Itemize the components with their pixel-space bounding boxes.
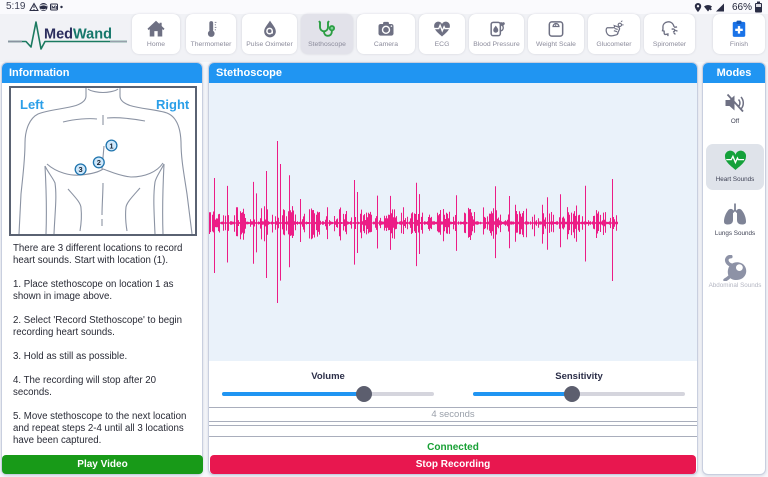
svg-text:2: 2: [97, 158, 101, 167]
svg-text:1: 1: [109, 141, 113, 150]
svg-text:Left: Left: [20, 97, 45, 112]
svg-text:MedWand: MedWand: [44, 27, 112, 43]
svg-text:Right: Right: [156, 97, 190, 112]
svg-text:3: 3: [79, 165, 83, 174]
